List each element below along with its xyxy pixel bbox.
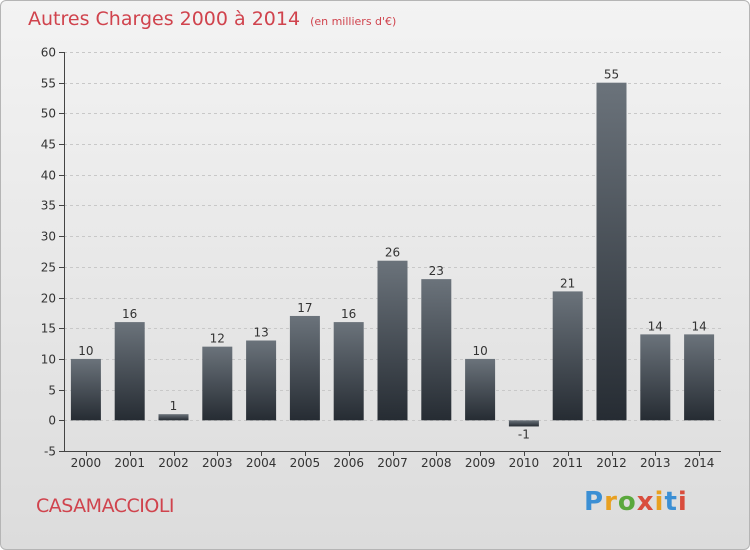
- bar-2008: [421, 279, 452, 421]
- data-label: 10: [78, 344, 93, 358]
- data-labels: 10 16 1 12 13 17 16 26 23 10 -1 21 55 14 14: [78, 68, 706, 442]
- chart-unit: (en milliers d'€): [310, 15, 397, 28]
- data-label: 16: [341, 307, 356, 321]
- bar-2014: [684, 334, 715, 421]
- bar-2012: [596, 82, 627, 421]
- y-tick-label: 35: [41, 199, 56, 213]
- x-tick-labels: 2000 2001 2002 2003 2004 2005 2006 2007 2008 2009…: [71, 456, 715, 470]
- data-label: 14: [691, 319, 706, 333]
- logo-letter: r: [604, 487, 618, 517]
- x-tick-label: 2012: [596, 456, 627, 470]
- y-tick-label: 15: [41, 322, 56, 336]
- x-tick-label: 2007: [377, 456, 408, 470]
- y-tick-label: 40: [41, 169, 56, 183]
- y-tick-label: 50: [41, 107, 56, 121]
- data-label: -1: [518, 427, 530, 441]
- commune-name: CASAMACCIOLI: [36, 495, 175, 517]
- x-tick-label: 2009: [465, 456, 496, 470]
- y-tick-label: 5: [48, 384, 56, 398]
- logo-letter: x: [636, 487, 655, 517]
- x-tick-label: 2005: [290, 456, 321, 470]
- data-label: 17: [297, 301, 312, 315]
- x-tick-label: 2003: [202, 456, 233, 470]
- x-tick-label: 2000: [71, 456, 102, 470]
- bar-2007: [377, 260, 408, 421]
- data-label: 14: [648, 319, 663, 333]
- bar-2002: [158, 414, 189, 421]
- logo-letter: P: [584, 487, 605, 517]
- data-label: 10: [472, 344, 487, 358]
- bar-2006: [333, 322, 364, 421]
- bars: [70, 82, 715, 427]
- x-tick-label: 2002: [158, 456, 189, 470]
- data-label: 13: [253, 326, 268, 340]
- x-tick-label: 2014: [684, 456, 715, 470]
- data-label: 12: [210, 332, 225, 346]
- bar-2004: [246, 340, 277, 421]
- x-tick-label: 2010: [509, 456, 540, 470]
- bar-2000: [70, 358, 101, 421]
- data-label: 1: [170, 399, 178, 413]
- bar-2001: [114, 322, 145, 421]
- bar-2013: [640, 334, 671, 421]
- y-tick-label: 25: [41, 261, 56, 275]
- data-label: 21: [560, 276, 575, 290]
- x-tick-label: 2006: [333, 456, 364, 470]
- x-tick-label: 2004: [246, 456, 277, 470]
- x-tick-label: 2008: [421, 456, 452, 470]
- chart-title: Autres Charges 2000 à 2014: [28, 8, 301, 30]
- proxiti-logo[interactable]: Proxiti: [584, 487, 688, 517]
- y-tick-label: 0: [48, 414, 56, 428]
- axes: [59, 52, 721, 456]
- data-label: 55: [604, 68, 619, 82]
- chart-header: Autres Charges 2000 à 2014 (en milliers d…: [28, 8, 396, 30]
- y-tick-label: 45: [41, 138, 56, 152]
- x-tick-label: 2011: [552, 456, 583, 470]
- bar-2011: [552, 291, 583, 421]
- logo-letter: o: [617, 487, 637, 517]
- bar-2003: [202, 346, 233, 421]
- logo-letter: i: [654, 487, 665, 517]
- y-tick-labels: -5 0 5 10 15 20 25 30 35 40 45 50 55 60: [41, 46, 56, 459]
- x-tick-label: 2013: [640, 456, 671, 470]
- y-tick-label: 10: [41, 353, 56, 367]
- bar-2005: [289, 315, 320, 421]
- logo-letter: t: [664, 487, 678, 517]
- logo-letter: i: [677, 487, 688, 517]
- y-tick-label: -5: [44, 445, 56, 459]
- y-tick-label: 30: [41, 230, 56, 244]
- bar-2010: [508, 420, 539, 427]
- y-tick-label: 55: [41, 77, 56, 91]
- bar-2009: [465, 358, 496, 421]
- data-label: 16: [122, 307, 137, 321]
- data-label: 23: [429, 264, 444, 278]
- y-tick-label: 20: [41, 292, 56, 306]
- y-tick-label: 60: [41, 46, 56, 60]
- x-tick-label: 2001: [114, 456, 145, 470]
- data-label: 26: [385, 246, 400, 260]
